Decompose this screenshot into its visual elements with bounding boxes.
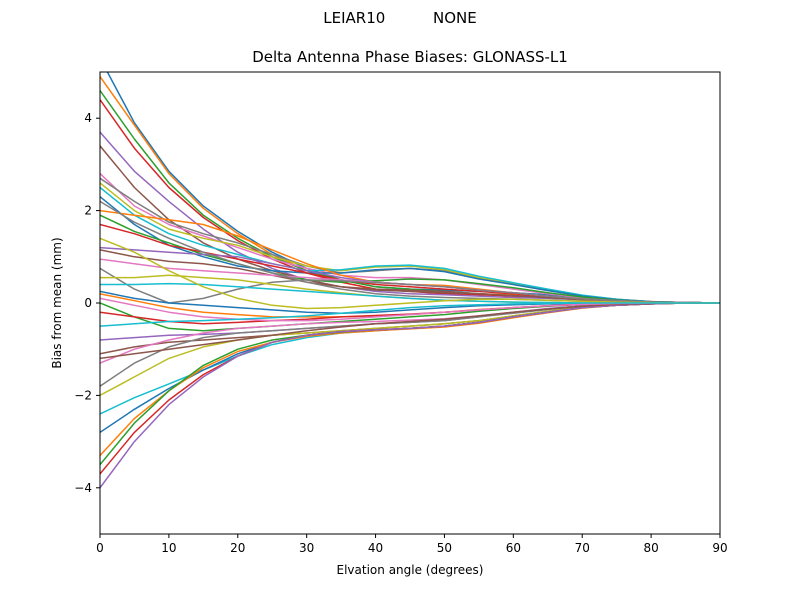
series-line-35	[100, 302, 720, 489]
series-line-40	[100, 302, 720, 327]
series-line-36	[100, 302, 720, 360]
series-line-38	[100, 200, 720, 304]
x-tick-label: 30	[299, 541, 314, 555]
x-tick-label: 0	[96, 541, 104, 555]
x-axis: 0 10 20 30 40 50 60 70 80 90	[96, 534, 728, 555]
x-tick-label: 10	[161, 541, 176, 555]
x-tick-label: 60	[506, 541, 521, 555]
series-line-18	[100, 267, 720, 304]
series-lines	[100, 72, 720, 489]
y-tick-label: 0	[84, 296, 92, 310]
y-axis: −4 −2 0 2 4	[74, 111, 100, 495]
y-axis-label: Bias from mean (mm)	[50, 237, 64, 368]
x-tick-label: 90	[712, 541, 727, 555]
x-tick-label: 70	[575, 541, 590, 555]
x-tick-label: 80	[643, 541, 658, 555]
series-line-33	[100, 302, 720, 466]
series-line-4	[100, 99, 720, 304]
y-tick-label: −2	[74, 388, 92, 402]
y-tick-label: 4	[84, 111, 92, 125]
series-line-39	[100, 237, 720, 310]
x-tick-label: 50	[437, 541, 452, 555]
series-line-15	[100, 246, 720, 304]
chart-title: Delta Antenna Phase Biases: GLONASS-L1	[252, 48, 568, 66]
x-tick-label: 20	[230, 541, 245, 555]
y-tick-label: −4	[74, 481, 92, 495]
x-tick-label: 40	[368, 541, 383, 555]
figure-suptitle: LEIAR10 NONE	[323, 9, 477, 27]
x-axis-label: Elvation angle (degrees)	[337, 563, 484, 577]
series-line-27	[100, 302, 720, 364]
series-line-3	[100, 90, 720, 304]
y-tick-label: 2	[84, 204, 92, 218]
